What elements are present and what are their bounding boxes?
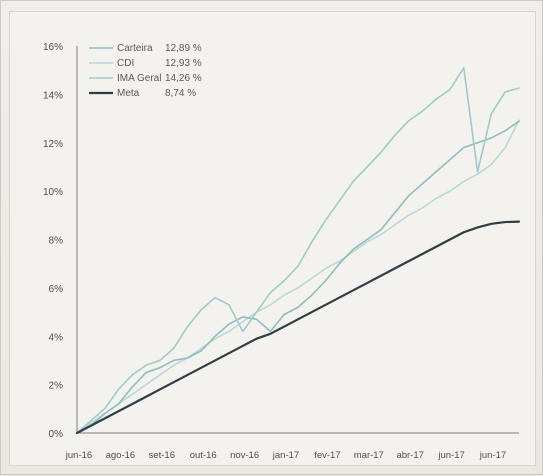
legend-series-value: 14,26 % [165,73,202,84]
series-line-cdi [76,119,520,434]
chart-ticks: 0% 2% 4% 6% 8% 10% 12% 14% 16% jun-16 ago-16 set-16… [43,42,506,461]
legend-series-name: IMA Geral [117,73,161,84]
y-tick-label: 16% [43,42,63,53]
series-line-meta [75,220,521,435]
chart-legend: Carteira 12,89 % CDI 12,93 % IMA Geral 14,26 … [89,43,202,99]
x-tick-label: jun-17 [479,450,506,461]
legend-series-name: Meta [117,88,140,99]
x-tick-label: abr-17 [396,450,423,461]
x-tick-label: set-16 [149,450,175,461]
y-tick-label: 4% [49,332,64,343]
y-tick-label: 2% [49,381,64,392]
y-tick-label: 10% [43,187,63,198]
y-tick-label: 14% [43,90,63,101]
x-tick-label: jun-16 [65,450,92,461]
legend-series-value: 8,74 % [165,88,196,99]
y-tick-label: 0% [49,429,64,440]
legend-series-value: 12,89 % [165,43,202,54]
chart-panel [9,11,536,466]
x-tick-label: fev-17 [314,450,340,461]
y-tick-label: 8% [49,236,64,247]
x-tick-label: out-16 [190,450,217,461]
y-tick-label: 6% [49,284,64,295]
x-tick-label: nov-16 [230,450,259,461]
chart-lines [75,66,521,435]
legend-series-name: CDI [117,58,134,69]
x-tick-label: mar-17 [354,450,384,461]
legend-series-value: 12,93 % [165,58,202,69]
y-tick-label: 12% [43,139,63,150]
x-tick-label: ago-16 [106,450,136,461]
legend-series-name: Carteira [117,43,153,54]
series-line-ima-geral [76,66,520,434]
x-tick-label: jan-17 [272,450,299,461]
series-line-carteira [76,120,520,434]
x-tick-label: jun-17 [437,450,464,461]
